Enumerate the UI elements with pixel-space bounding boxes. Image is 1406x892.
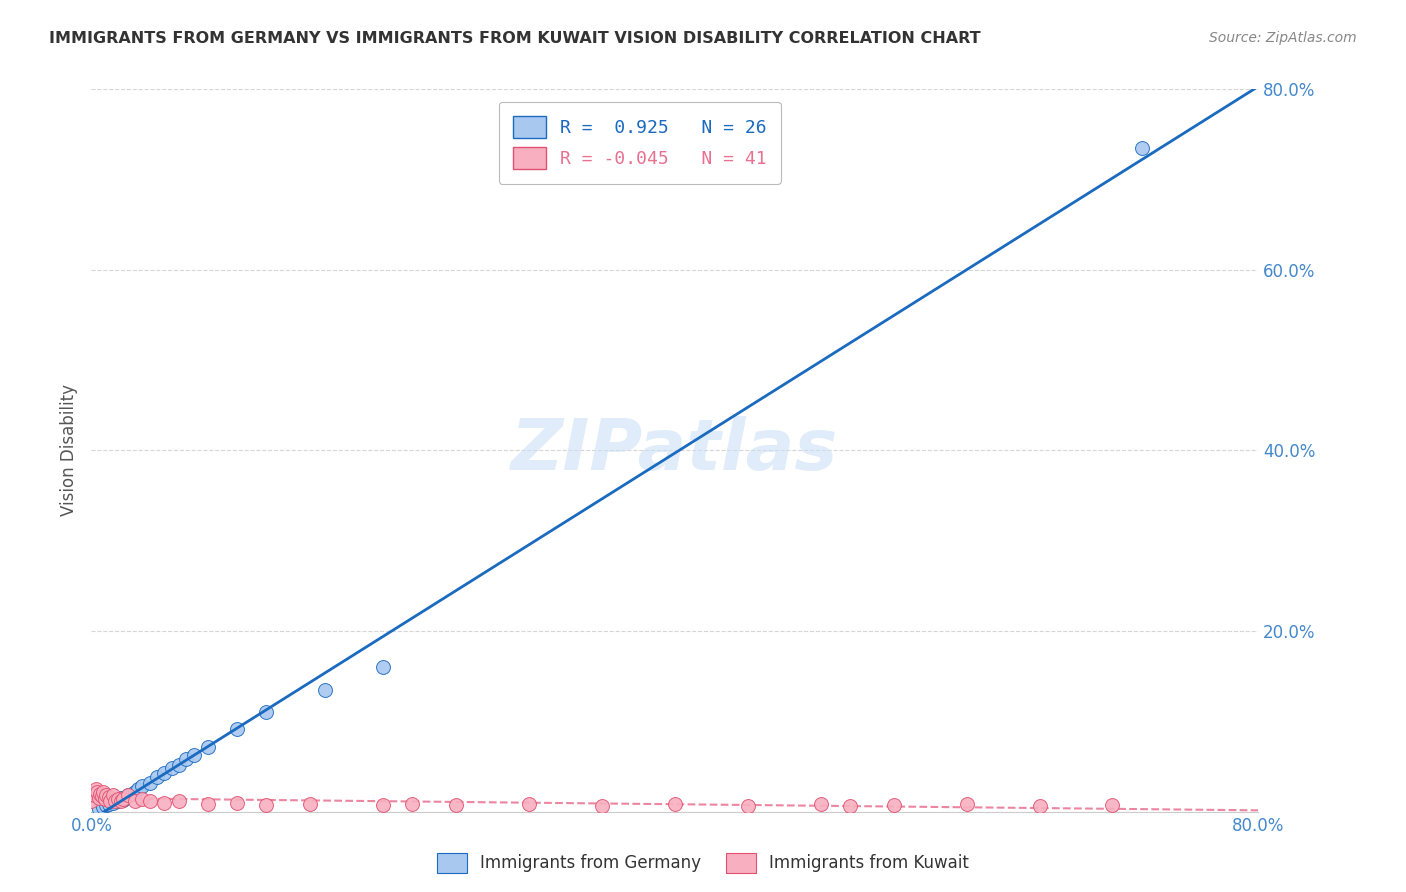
Point xyxy=(810,797,832,812)
Point xyxy=(110,791,132,805)
Point xyxy=(124,785,146,799)
Point xyxy=(371,798,394,813)
Point xyxy=(103,789,125,803)
Point xyxy=(112,792,135,806)
Point xyxy=(174,752,197,766)
Point xyxy=(314,682,336,697)
Legend: R =  0.925   N = 26, R = -0.045   N = 41: R = 0.925 N = 26, R = -0.045 N = 41 xyxy=(499,102,782,184)
Point xyxy=(226,722,249,736)
Point xyxy=(371,660,394,674)
Text: ZIPatlas: ZIPatlas xyxy=(512,416,838,485)
Point xyxy=(226,796,249,810)
Point xyxy=(121,787,143,801)
Point xyxy=(197,797,219,812)
Point xyxy=(104,794,127,808)
Point xyxy=(93,792,115,806)
Point xyxy=(160,761,183,775)
Point xyxy=(153,796,176,810)
Point xyxy=(254,706,277,720)
Point xyxy=(299,797,322,811)
Text: IMMIGRANTS FROM GERMANY VS IMMIGRANTS FROM KUWAIT VISION DISABILITY CORRELATION : IMMIGRANTS FROM GERMANY VS IMMIGRANTS FR… xyxy=(49,31,981,46)
Point xyxy=(97,790,120,805)
Point xyxy=(444,798,467,813)
Point xyxy=(167,794,190,808)
Point xyxy=(591,799,613,814)
Point xyxy=(86,785,108,799)
Point xyxy=(197,739,219,754)
Point xyxy=(117,789,139,803)
Point xyxy=(98,794,121,808)
Point xyxy=(110,794,132,808)
Point xyxy=(97,797,120,811)
Point xyxy=(138,794,162,808)
Point xyxy=(956,797,979,812)
Point xyxy=(401,797,423,811)
Point xyxy=(131,780,153,794)
Point xyxy=(112,793,135,807)
Point xyxy=(153,765,176,780)
Point xyxy=(90,789,112,804)
Point xyxy=(838,799,860,814)
Point xyxy=(883,798,905,813)
Point xyxy=(131,792,153,806)
Point xyxy=(146,771,169,785)
Point xyxy=(83,789,105,803)
Point xyxy=(1130,141,1153,155)
Point xyxy=(107,794,129,808)
Point xyxy=(117,789,139,803)
Text: Source: ZipAtlas.com: Source: ZipAtlas.com xyxy=(1209,31,1357,45)
Point xyxy=(737,799,759,814)
Point xyxy=(94,789,117,803)
Point xyxy=(80,794,103,808)
Point xyxy=(94,798,117,813)
Point xyxy=(183,747,205,762)
Point xyxy=(254,798,277,813)
Point xyxy=(91,785,114,799)
Point xyxy=(82,787,104,801)
Point xyxy=(517,797,540,811)
Point xyxy=(664,797,686,812)
Point xyxy=(124,794,146,808)
Point xyxy=(1028,799,1050,814)
Point xyxy=(87,791,110,805)
Point xyxy=(89,787,111,801)
Point xyxy=(107,792,129,806)
Point xyxy=(138,776,162,790)
Y-axis label: Vision Disability: Vision Disability xyxy=(59,384,77,516)
Point xyxy=(103,796,125,810)
Point xyxy=(167,757,190,772)
Point xyxy=(87,802,110,816)
Point xyxy=(84,782,107,797)
Point xyxy=(127,782,149,797)
Point xyxy=(1101,798,1123,813)
Legend: Immigrants from Germany, Immigrants from Kuwait: Immigrants from Germany, Immigrants from… xyxy=(430,847,976,880)
Point xyxy=(91,800,114,814)
